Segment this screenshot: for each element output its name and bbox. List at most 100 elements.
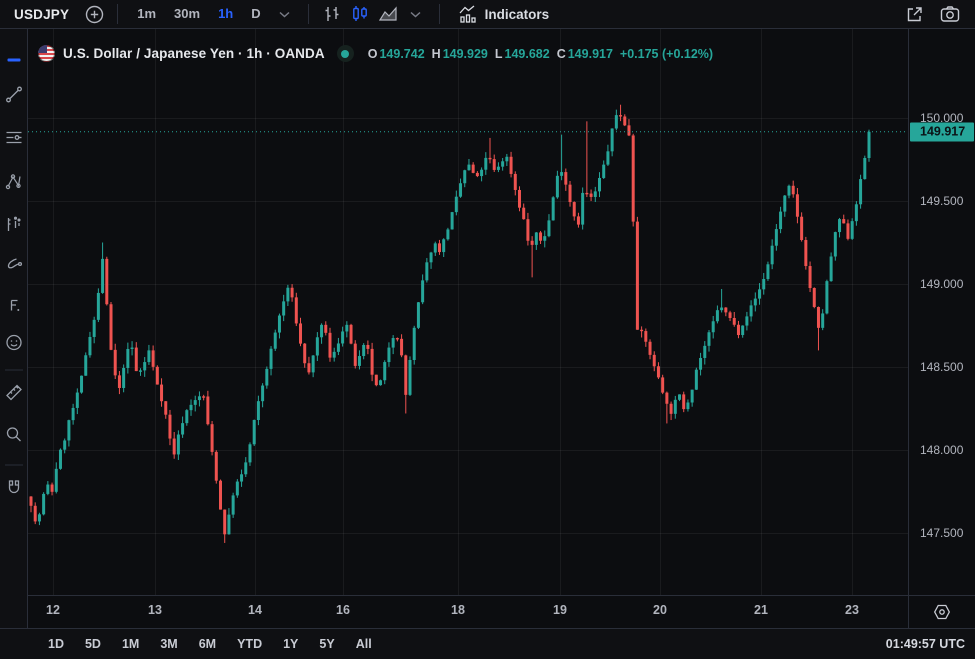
range-button-5Y[interactable]: 5Y [319,637,335,651]
toolbar-separator [307,4,309,24]
time-tick-14: 14 [248,603,262,617]
measure-tool-button[interactable] [4,383,23,407]
fib-retracement-tool-button[interactable] [4,128,23,152]
magnet-tool-button[interactable] [4,478,23,502]
brush-icon [7,258,22,269]
timeframe-button-D[interactable]: D [251,6,261,21]
chart-style-candles-button[interactable] [347,2,373,26]
area-style-icon [378,6,397,21]
bottom-toolbar: 1D 5D 1M 3M 6M YTD 1Y 5Y All 01:49:57 UTC [0,628,975,659]
fib-retracement-icon [6,131,21,144]
topbar-right-group [901,2,967,26]
time-tick-16: 16 [336,603,350,617]
indicators-icon [458,4,478,24]
main-area: U.S. Dollar / Japanese Yen · 1h · OANDA … [0,29,975,628]
chevron-down-icon [410,11,421,18]
price-tick-149.500: 149.500 [920,194,964,208]
close-label: C [556,46,566,61]
time-tick-12: 12 [46,603,60,617]
chart-row: U.S. Dollar / Japanese Yen · 1h · OANDA … [28,29,975,595]
range-button-1Y[interactable]: 1Y [283,637,299,651]
emoji-icon [5,334,22,351]
toolbar-separator [438,4,440,24]
close-value: 149.917 [567,46,613,61]
chevron-down-icon [279,11,290,18]
toolbar-separator [117,4,119,24]
open-value: 149.742 [379,46,425,61]
range-button-1M[interactable]: 1M [121,637,140,651]
time-tick-23: 23 [845,603,859,617]
candlestick-chart[interactable] [28,29,908,595]
range-button-All[interactable]: All [355,637,372,651]
text-annotation-icon [10,299,19,311]
brush-tool-button[interactable] [4,256,23,280]
camera-icon [940,6,960,22]
time-tick-19: 19 [553,603,567,617]
change-value: +0.175 (+0.12%) [619,46,714,61]
timeframe-button-1h[interactable]: 1h [218,6,234,21]
annotation-tool-button[interactable] [4,296,23,320]
drawing-toolbar [0,29,28,628]
high-value: 149.929 [442,46,488,61]
range-button-6M[interactable]: 6M [198,637,217,651]
time-tick-21: 21 [754,603,768,617]
ruler-icon [5,384,22,401]
toolbar-separator [4,369,23,371]
time-tick-20: 20 [653,603,667,617]
chart-style-bars-button[interactable] [319,2,345,26]
range-button-3M[interactable]: 3M [160,637,178,651]
active-tool-indicator[interactable] [7,58,20,62]
symbol-button[interactable]: USDJPY [14,6,70,22]
chart-content: U.S. Dollar / Japanese Yen · 1h · OANDA … [28,29,975,628]
chart-style-area-button[interactable] [375,2,401,26]
range-button-5D[interactable]: 5D [84,637,101,651]
share-button[interactable] [901,2,927,26]
xabcd-pattern-tool-button[interactable] [4,172,23,196]
market-status-dot[interactable] [336,45,354,62]
date-range-group: 1D 5D 1M 3M 6M YTD 1Y 5Y All [48,637,372,651]
xabcd-pattern-icon [5,174,21,190]
emoji-tool-button[interactable] [4,333,23,357]
external-link-icon [907,6,922,21]
chart-settings-hexagon-icon [933,604,951,620]
axis-settings-corner[interactable] [908,596,975,628]
timeframe-group: 1m 30m 1h D [128,2,269,26]
timeframe-button-30m[interactable]: 30m [174,6,201,21]
range-button-YTD[interactable]: YTD [237,637,263,651]
forecast-icon [7,216,21,231]
toolbar-separator [4,464,23,466]
ohlc-values: O 149.742 H 149.929 L 149.682 C 149.917 +0.1… [368,47,713,61]
price-axis[interactable]: 149.917 150.000 149.500 149.000 148.500 148.… [908,29,975,595]
top-toolbar: USDJPY 1m 30m 1h D [0,0,975,29]
legend-title[interactable]: U.S. Dollar / Japanese Yen · 1h · OANDA [63,46,325,61]
low-value: 149.682 [504,46,550,61]
high-label: H [431,46,441,61]
chart-canvas[interactable]: U.S. Dollar / Japanese Yen · 1h · OANDA … [28,29,908,595]
bars-style-icon [325,7,339,21]
zoom-tool-button[interactable] [4,425,23,449]
chart-style-dropdown-button[interactable] [403,2,429,26]
plus-circle-icon [85,5,104,24]
price-tick-148.000: 148.000 [920,443,964,457]
timeframe-button-1m[interactable]: 1m [137,6,157,21]
us-flag-icon [38,45,55,62]
compare-add-symbol-button[interactable] [81,2,107,26]
forecast-tool-button[interactable] [4,215,23,239]
utc-clock[interactable]: 01:49:57 UTC [885,637,965,651]
screenshot-button[interactable] [937,2,963,26]
price-tick-150.000: 150.000 [920,111,964,125]
open-label: O [367,46,378,61]
price-tick-148.500: 148.500 [920,360,964,374]
magnifier-icon [6,427,21,442]
time-tick-13: 13 [148,603,162,617]
magnet-icon [8,480,19,494]
indicators-button[interactable]: Indicators [450,2,558,26]
trend-line-tool-button[interactable] [4,85,23,109]
trend-line-icon [5,86,22,103]
symbol-legend[interactable]: U.S. Dollar / Japanese Yen · 1h · OANDA … [38,45,713,62]
time-axis[interactable]: 12 13 14 16 18 19 20 21 23 [28,595,975,628]
low-label: L [494,46,503,61]
range-button-1D[interactable]: 1D [48,637,64,651]
timeframe-dropdown-button[interactable] [272,2,298,26]
